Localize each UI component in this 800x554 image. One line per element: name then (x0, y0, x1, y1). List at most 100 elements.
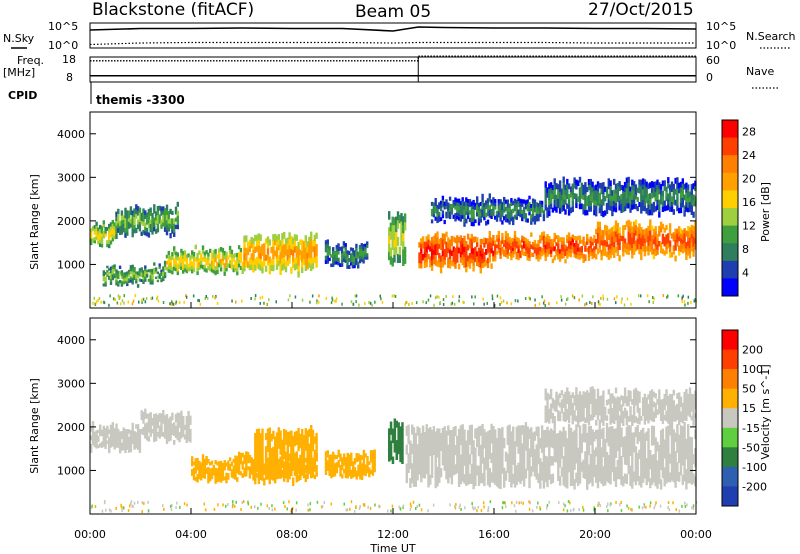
power-cell (160, 219, 163, 225)
power-cell (587, 249, 591, 254)
velocity-cell (362, 466, 366, 472)
velocity-cell (333, 467, 337, 473)
power-cell (470, 233, 473, 240)
velocity-cell (548, 459, 551, 470)
power-cell (450, 260, 454, 266)
velocity-cell (691, 506, 693, 510)
power-cell (591, 302, 593, 305)
power-cell (602, 187, 605, 195)
power-cell (609, 180, 612, 186)
power-cell (239, 265, 243, 270)
velocity-cell (395, 440, 398, 448)
power-cell (658, 182, 661, 189)
power-cell (441, 199, 445, 204)
power-cell (537, 217, 540, 222)
velocity-cell (647, 428, 650, 438)
velocity-cell (613, 437, 616, 447)
velocity-cell (399, 438, 402, 445)
velocity-cell (306, 468, 309, 477)
power-cell (167, 261, 170, 266)
power-cell (661, 201, 665, 207)
power-cell (578, 203, 582, 210)
velocity-cell (540, 470, 544, 481)
velocity-cell (506, 463, 509, 473)
power-cell (595, 228, 598, 235)
power-cell (668, 228, 672, 236)
power-cell (340, 259, 344, 264)
velocity-cell (564, 440, 567, 450)
power-cell (618, 185, 621, 192)
power-cell (454, 253, 457, 259)
power-cell (477, 214, 481, 219)
velocity-cell (201, 461, 205, 467)
velocity-cell (643, 469, 647, 479)
velocity-cell (582, 391, 585, 397)
power-cell (623, 242, 627, 248)
power-cell (350, 300, 353, 304)
velocity-cell (344, 467, 348, 472)
velocity-cell (678, 472, 681, 482)
velocity-cell (598, 471, 601, 482)
velocity-cell (562, 465, 565, 476)
velocity-cell (438, 464, 441, 474)
velocity-cell (207, 478, 210, 484)
power-cell (562, 182, 565, 189)
power-cell (483, 206, 486, 211)
velocity-cell (409, 478, 412, 488)
velocity-cell (286, 463, 289, 473)
velocity-cell (225, 504, 227, 508)
power-cell (476, 241, 479, 248)
power-cell (115, 220, 118, 226)
power-cell (290, 248, 293, 256)
velocity-cell (241, 501, 243, 504)
velocity-cell (333, 463, 337, 468)
velocity-cell (360, 463, 364, 468)
power-cell (274, 239, 277, 246)
velocity-cell (366, 459, 369, 464)
power-cell (395, 231, 398, 240)
power-cell (158, 218, 161, 224)
velocity-cell (486, 440, 490, 450)
velocity-cell (324, 466, 328, 472)
power-cell (558, 191, 562, 198)
power-cell (279, 240, 282, 247)
velocity-cell (604, 415, 607, 421)
velocity-cell (503, 438, 506, 449)
power-cell (483, 256, 486, 263)
power-cell (243, 241, 246, 248)
power-cell (454, 263, 457, 269)
velocity-cell (412, 447, 416, 458)
power-cell (513, 238, 517, 243)
power-cell (297, 265, 300, 272)
velocity-cell (113, 438, 116, 443)
velocity-cell (445, 469, 448, 480)
power-cell (448, 248, 452, 255)
power-cell (685, 187, 688, 193)
power-cell (275, 246, 279, 253)
velocity-cell (450, 430, 454, 440)
power-cell (95, 300, 98, 304)
power-cell (602, 294, 604, 298)
power-cell (92, 301, 94, 305)
power-cell (223, 255, 226, 260)
power-cell (156, 295, 159, 299)
power-cell (488, 251, 491, 258)
velocity-cell (156, 431, 160, 437)
power-cell (645, 232, 648, 238)
power-cell (182, 258, 185, 263)
power-cell (522, 210, 526, 215)
velocity-cell (460, 508, 462, 511)
velocity-cell (641, 411, 645, 416)
velocity-cell (596, 478, 600, 489)
power-cell (311, 257, 315, 264)
power-cell (640, 254, 643, 261)
power-cell (109, 266, 113, 271)
power-cell (214, 270, 217, 276)
power-cell (479, 218, 482, 223)
power-cell (400, 229, 403, 238)
velocity-cell (643, 403, 647, 410)
velocity-cell (405, 444, 408, 455)
velocity-cell (369, 469, 373, 475)
power-cell (643, 229, 647, 235)
velocity-cell (522, 445, 526, 457)
